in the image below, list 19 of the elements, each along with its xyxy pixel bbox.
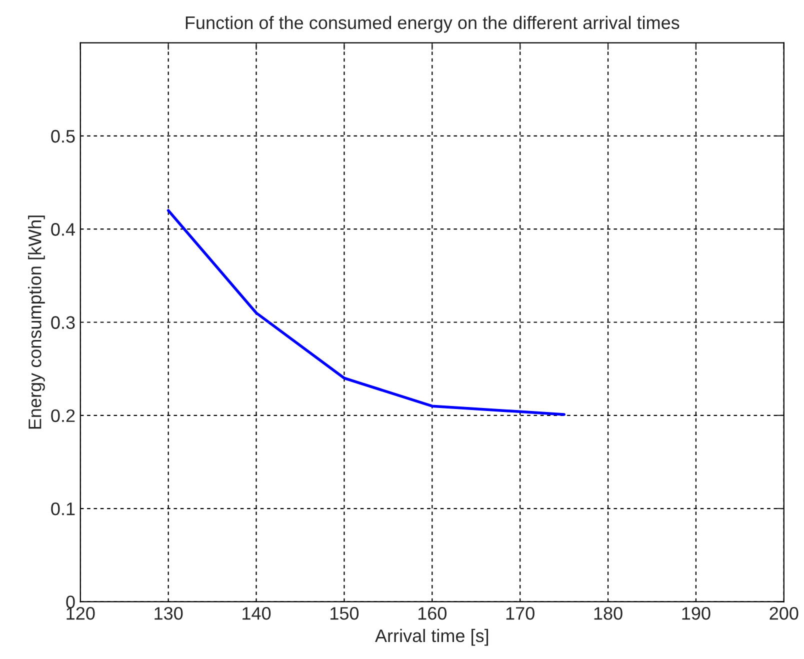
x-tick-label: 140 <box>242 607 271 620</box>
chart-title: Function of the consumed energy on the different arrival times <box>186 16 680 33</box>
y-tick-label: 0.3 <box>51 316 75 329</box>
x-tick-label: 190 <box>682 607 710 620</box>
x-tick-label: 170 <box>506 607 534 620</box>
y-tick-label: 0.2 <box>51 409 75 422</box>
x-axis-title: Arrival time [s] <box>375 628 488 646</box>
x-tick-label: 180 <box>594 607 622 620</box>
y-tick-label: 0.1 <box>51 502 75 516</box>
x-tick-label: 160 <box>418 607 447 620</box>
y-tick-label: 0.5 <box>51 130 75 143</box>
x-tick-label: 200 <box>770 607 798 620</box>
x-tick-label: 120 <box>66 607 95 620</box>
y-tick-label: 0 <box>66 596 75 608</box>
y-axis-title: Energy consumption [kWh] <box>28 216 45 429</box>
x-tick-label: 130 <box>154 607 183 620</box>
x-tick-label: 150 <box>330 607 359 620</box>
y-tick-label: 0.4 <box>51 223 76 236</box>
line-series <box>166 209 566 416</box>
